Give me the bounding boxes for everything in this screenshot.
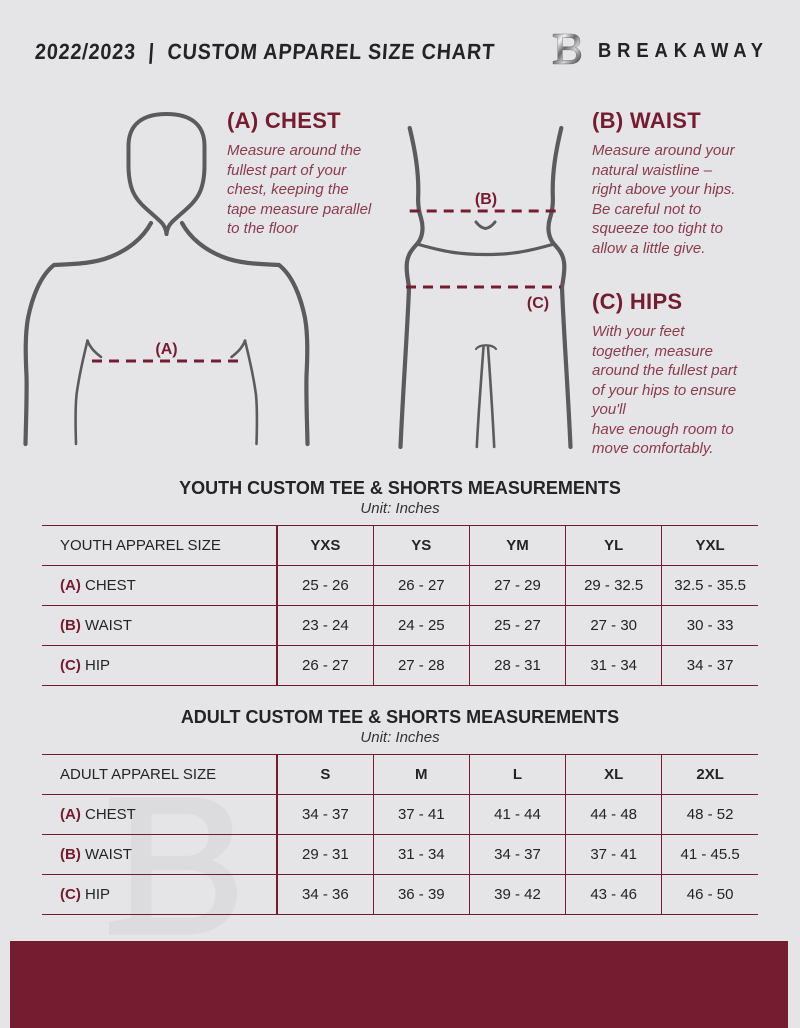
- svg-text:(A): (A): [155, 341, 177, 358]
- svg-text:(C): (C): [527, 295, 549, 312]
- svg-text:(B): (B): [475, 191, 497, 208]
